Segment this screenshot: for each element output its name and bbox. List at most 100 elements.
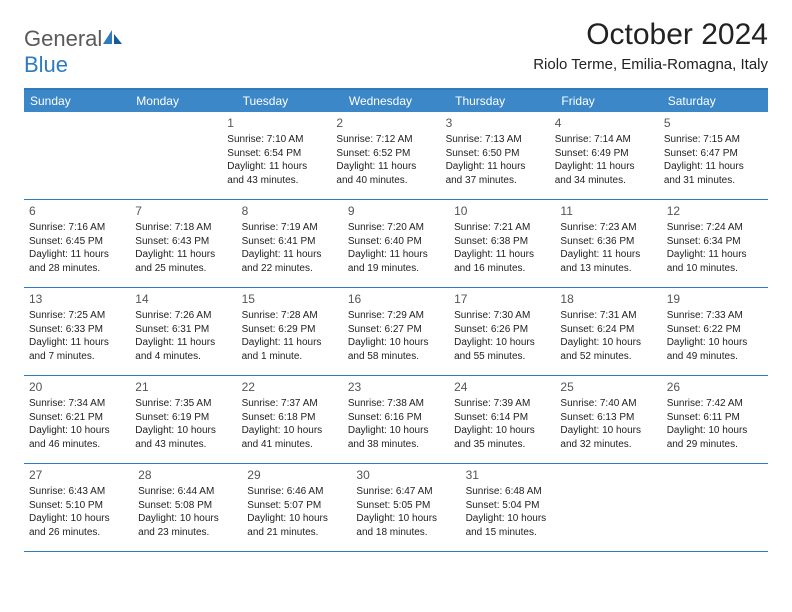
sunset-text: Sunset: 6:36 PM — [560, 235, 656, 249]
sunrise-text: Sunrise: 7:35 AM — [135, 397, 231, 411]
day-cell: 11 Sunrise: 7:23 AMSunset: 6:36 PMDayligh… — [555, 200, 661, 287]
sunset-text: Sunset: 6:41 PM — [242, 235, 338, 249]
day-cell: 24Sunrise: 7:39 AMSunset: 6:14 PMDayligh… — [449, 376, 555, 463]
sunrise-text: Sunrise: 6:46 AM — [247, 485, 346, 499]
header: General Blue October 2024 Riolo Terme, E… — [24, 18, 768, 78]
sunrise-text: Sunrise: 7:39 AM — [454, 397, 550, 411]
logo: General Blue — [24, 18, 123, 78]
day-number: 13 — [29, 291, 125, 307]
day-cell: 29Sunrise: 6:46 AMSunset: 5:07 PMDayligh… — [242, 464, 351, 551]
daylight-text: Daylight: 11 hours and 22 minutes. — [242, 248, 338, 275]
day-cell: 15Sunrise: 7:28 AMSunset: 6:29 PMDayligh… — [237, 288, 343, 375]
sunrise-text: Sunrise: 7:16 AM — [29, 221, 125, 235]
sunset-text: Sunset: 6:22 PM — [667, 323, 763, 337]
sunset-text: Sunset: 6:47 PM — [664, 147, 763, 161]
sunrise-text: Sunrise: 7:37 AM — [242, 397, 338, 411]
day-number: 12 — [667, 203, 763, 219]
sunset-text: Sunset: 6:49 PM — [555, 147, 654, 161]
weekday-header-row: SundayMondayTuesdayWednesdayThursdayFrid… — [24, 90, 768, 112]
logo-text-block: General Blue — [24, 26, 123, 78]
day-cell: 28Sunrise: 6:44 AMSunset: 5:08 PMDayligh… — [133, 464, 242, 551]
weekday-header: Wednesday — [343, 90, 449, 112]
day-cell: 22Sunrise: 7:37 AMSunset: 6:18 PMDayligh… — [237, 376, 343, 463]
sunset-text: Sunset: 5:05 PM — [356, 499, 455, 513]
empty-day-cell — [669, 464, 768, 551]
day-number: 6 — [29, 203, 125, 219]
sunrise-text: Sunrise: 7:42 AM — [667, 397, 763, 411]
sunset-text: Sunset: 6:45 PM — [29, 235, 125, 249]
sunset-text: Sunset: 6:50 PM — [446, 147, 545, 161]
daylight-text: Daylight: 10 hours and 18 minutes. — [356, 512, 455, 539]
logo-text-blue: Blue — [24, 52, 68, 77]
sunrise-text: Sunrise: 7:23 AM — [560, 221, 656, 235]
week-row: 1Sunrise: 7:10 AMSunset: 6:54 PMDaylight… — [24, 112, 768, 200]
day-cell: 23Sunrise: 7:38 AMSunset: 6:16 PMDayligh… — [343, 376, 449, 463]
sunrise-text: Sunrise: 7:21 AM — [454, 221, 550, 235]
day-cell: 18Sunrise: 7:31 AMSunset: 6:24 PMDayligh… — [555, 288, 661, 375]
sunrise-text: Sunrise: 6:43 AM — [29, 485, 128, 499]
day-number: 16 — [348, 291, 444, 307]
sunrise-text: Sunrise: 7:19 AM — [242, 221, 338, 235]
day-number: 29 — [247, 467, 346, 483]
day-cell: 13 Sunrise: 7:25 AMSunset: 6:33 PMDayligh… — [24, 288, 130, 375]
sunrise-text: Sunrise: 7:38 AM — [348, 397, 444, 411]
weekday-header: Thursday — [449, 90, 555, 112]
day-number: 7 — [135, 203, 231, 219]
page-title: October 2024 — [533, 18, 768, 52]
week-row: 6 Sunrise: 7:16 AMSunset: 6:45 PM Daylight… — [24, 200, 768, 288]
logo-text-general: General — [24, 26, 102, 51]
sunrise-text: Sunrise: 7:40 AM — [560, 397, 656, 411]
sunset-text: Sunset: 6:31 PM — [135, 323, 231, 337]
week-row: 27Sunrise: 6:43 AMSunset: 5:10 PMDayligh… — [24, 464, 768, 552]
daylight-text: Daylight: 11 hours and 7 minutes. — [29, 336, 125, 363]
day-cell: 27Sunrise: 6:43 AMSunset: 5:10 PMDayligh… — [24, 464, 133, 551]
daylight-text: Daylight: 10 hours and 55 minutes. — [454, 336, 550, 363]
weekday-header: Friday — [555, 90, 661, 112]
daylight-text: Daylight: 11 hours and 34 minutes. — [555, 160, 654, 187]
daylight-text: Daylight: 11 hours and 43 minutes. — [227, 160, 326, 187]
sunset-text: Sunset: 6:52 PM — [336, 147, 435, 161]
sunrise-text: Sunrise: 7:20 AM — [348, 221, 444, 235]
sunrise-text: Sunrise: 7:25 AM — [29, 309, 125, 323]
daylight-text: Daylight: 10 hours and 23 minutes. — [138, 512, 237, 539]
sunset-text: Sunset: 6:33 PM — [29, 323, 125, 337]
sunset-text: Sunset: 5:04 PM — [466, 499, 565, 513]
daylight-text: Daylight: 10 hours and 32 minutes. — [560, 424, 656, 451]
sunset-text: Sunset: 5:10 PM — [29, 499, 128, 513]
daylight-text: Daylight: 11 hours and 1 minute. — [242, 336, 338, 363]
daylight-text: Daylight: 11 hours and 4 minutes. — [135, 336, 231, 363]
sunset-text: Sunset: 6:24 PM — [560, 323, 656, 337]
daylight-text: Daylight: 11 hours and 25 minutes. — [135, 248, 231, 275]
week-row: 20Sunrise: 7:34 AMSunset: 6:21 PMDayligh… — [24, 376, 768, 464]
day-number: 28 — [138, 467, 237, 483]
day-number: 21 — [135, 379, 231, 395]
sunset-text: Sunset: 6:54 PM — [227, 147, 326, 161]
sunrise-text: Sunrise: 7:18 AM — [135, 221, 231, 235]
day-number: 17 — [454, 291, 550, 307]
daylight-text: Daylight: 11 hours and 13 minutes. — [560, 248, 656, 275]
day-number: 10 — [454, 203, 550, 219]
weeks-container: 1Sunrise: 7:10 AMSunset: 6:54 PMDaylight… — [24, 112, 768, 552]
day-cell: 7Sunrise: 7:18 AMSunset: 6:43 PMDaylight… — [130, 200, 236, 287]
day-number: 3 — [446, 115, 545, 131]
empty-day-cell — [123, 112, 222, 199]
week-row: 13Sunrise: 7:25 AMSunset: 6:33 PMDayligh… — [24, 288, 768, 376]
day-number: 11 — [560, 203, 656, 219]
sunset-text: Sunset: 6:27 PM — [348, 323, 444, 337]
day-cell: 1Sunrise: 7:10 AMSunset: 6:54 PMDaylight… — [222, 112, 331, 199]
daylight-text: Daylight: 11 hours and 37 minutes. — [446, 160, 545, 187]
sunrise-text: Sunrise: 7:28 AM — [242, 309, 338, 323]
day-number: 15 — [242, 291, 338, 307]
daylight-text: Daylight: 10 hours and 35 minutes. — [454, 424, 550, 451]
sunset-text: Sunset: 6:40 PM — [348, 235, 444, 249]
weekday-header: Monday — [130, 90, 236, 112]
sunrise-text: Sunrise: 7:34 AM — [29, 397, 125, 411]
day-number: 23 — [348, 379, 444, 395]
day-number: 31 — [466, 467, 565, 483]
sunrise-text: Sunrise: 7:24 AM — [667, 221, 763, 235]
day-cell: 3Sunrise: 7:13 AMSunset: 6:50 PMDaylight… — [441, 112, 550, 199]
day-cell: 20Sunrise: 7:34 AMSunset: 6:21 PMDayligh… — [24, 376, 130, 463]
sunset-text: Sunset: 6:14 PM — [454, 411, 550, 425]
day-number: 14 — [135, 291, 231, 307]
day-number: 4 — [555, 115, 654, 131]
